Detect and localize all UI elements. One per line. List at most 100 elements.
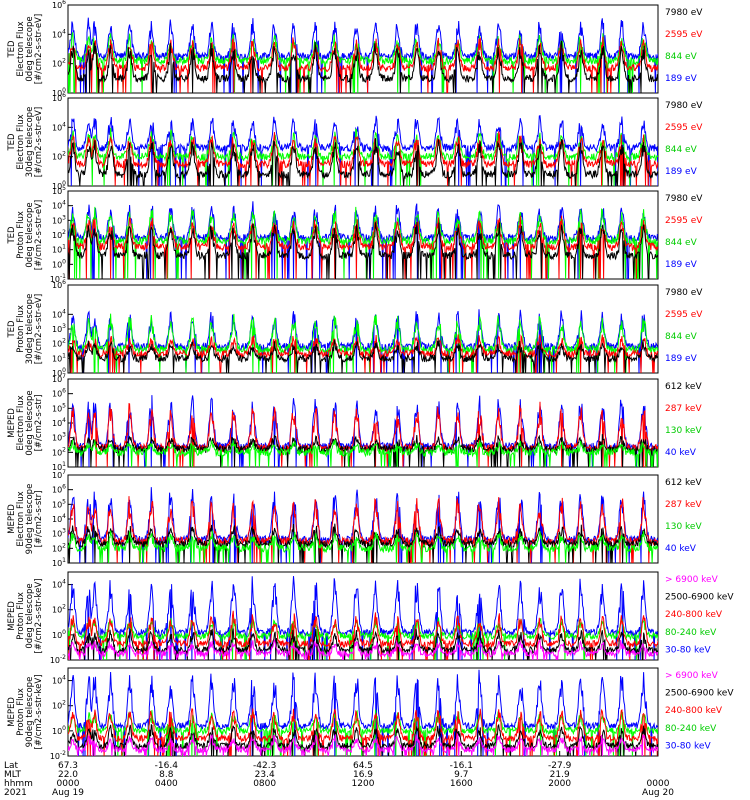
y-axis-label-line: 90deg telescope — [25, 484, 35, 555]
legend-entry: 844 eV — [665, 332, 698, 342]
y-tick-label: 104 — [52, 28, 66, 39]
legend-entry: 7980 eV — [665, 194, 703, 204]
y-axis-label-line: MEPED — [7, 408, 17, 438]
y-axis-label-line: [#/cm2-s-str-keV] — [34, 579, 44, 654]
y-axis-label: MEPED Electron Flux 90deg telescope [#/cm2-… — [7, 484, 44, 555]
x-tick-label: 64.5 — [353, 761, 373, 771]
series-line-240-800-kev — [68, 610, 658, 660]
y-tick-label: 107 — [52, 373, 66, 384]
series-line-189-ev — [68, 309, 658, 373]
legend-entry: 40 keV — [665, 448, 697, 458]
x-tick-label: 21.9 — [550, 770, 570, 780]
y-axis-label-line: MEPED — [7, 697, 17, 727]
legend-entry: 287 keV — [665, 500, 702, 510]
panel-meped-proton-0deg: 104 102 100 10-2 MEPED Proton Flux 0deg telesc… — [7, 571, 734, 665]
series-line-2500-6900-kev — [68, 723, 658, 756]
y-tick-label: 106 — [52, 484, 66, 495]
legend-entry: 30-80 keV — [665, 741, 711, 751]
series-group — [68, 395, 658, 467]
legend-entry: 844 eV — [665, 145, 698, 155]
y-tick-label: 100 — [52, 629, 66, 640]
y-axis-label-line: 0deg telescope — [25, 583, 35, 648]
y-axis-label-line: 0deg telescope — [25, 202, 35, 267]
legend-entry: 80-240 keV — [665, 724, 717, 734]
series-line-2595-ev — [68, 215, 658, 279]
y-tick-label: 103 — [52, 432, 66, 443]
y-axis-label-line: Proton Flux — [16, 211, 26, 259]
series-group — [68, 669, 658, 756]
x-row-label: 2021 — [4, 788, 27, 798]
series-line-7980-ev — [68, 40, 658, 93]
panel-meped-electron-0deg: 107 106 105 104 103 102 101 MEPED Electron Flux 0… — [7, 373, 702, 472]
series-line-130-kev — [68, 439, 658, 467]
y-tick-label: 10-2 — [50, 750, 66, 761]
y-axis-label-line: TED — [7, 320, 17, 339]
y-tick-label: 104 — [52, 121, 66, 132]
y-axis-label-line: 0deg telescope — [25, 390, 35, 455]
y-axis-label-line: [#/cm2-s-str-eV] — [34, 200, 44, 270]
y-tick-label: 102 — [52, 58, 66, 69]
x-tick-label: 1200 — [352, 779, 375, 789]
y-axis-label-line: [#/cm2-s-str] — [34, 491, 44, 548]
x-tick-label: Aug 20 — [642, 788, 674, 798]
y-axis-label-line: [#/cm2-s-str] — [34, 395, 44, 452]
y-axis-label-line: Electron Flux — [16, 395, 26, 450]
legend-entry: 2500-6900 keV — [665, 689, 734, 699]
y-axis-label-line: Electron Flux — [16, 491, 26, 546]
y-tick-label: 101 — [52, 352, 66, 363]
y-tick-label: 104 — [52, 417, 66, 428]
x-tick-label: 0000 — [57, 779, 80, 789]
y-axis-label-line: [#/cm2-s-str-eV] — [34, 294, 44, 364]
x-tick-label: 22.0 — [58, 770, 78, 780]
legend-entry: > 6900 keV — [665, 575, 719, 585]
x-tick-label: -27.9 — [548, 761, 572, 771]
y-tick-label: 10-1 — [50, 273, 66, 284]
series-group — [68, 17, 658, 93]
y-tick-label: 105 — [52, 185, 66, 196]
y-axis-label-line: [#/cm2-s-str-eV] — [34, 14, 44, 84]
series-line-189-ev — [68, 201, 658, 279]
series-line-844-ev — [68, 313, 658, 373]
series-line-7980-ev — [68, 138, 658, 186]
y-tick-label: 104 — [52, 675, 66, 686]
legend-entry: 189 eV — [665, 260, 698, 270]
y-tick-label: 107 — [52, 469, 66, 480]
legend-entry: 612 keV — [665, 478, 702, 488]
panel-frame — [67, 571, 659, 661]
y-tick-label: 101 — [52, 461, 66, 472]
x-tick-label: -16.4 — [155, 761, 179, 771]
legend-entry: 7980 eV — [665, 101, 703, 111]
series-line-80-240-kev — [68, 617, 658, 660]
y-tick-label: 102 — [52, 446, 66, 457]
legend-entry: 30-80 keV — [665, 645, 711, 655]
series-group — [68, 576, 658, 660]
legend-entry: 2500-6900 keV — [665, 593, 734, 603]
y-tick-label: 106 — [52, 92, 66, 103]
y-tick-label: 100 — [52, 87, 66, 98]
y-tick-label: 102 — [52, 542, 66, 553]
y-tick-label: 102 — [52, 229, 66, 240]
y-axis-label: TED Proton Flux 30deg telescope [#/cm2-s-st… — [7, 294, 44, 365]
series-line-7980-ev — [68, 221, 658, 279]
y-tick-label: 103 — [52, 323, 66, 334]
series-line-189-ev — [68, 114, 658, 186]
series-line-612-kev — [68, 523, 658, 563]
legend-entry: 7980 eV — [665, 8, 703, 18]
x-tick-label: 23.4 — [255, 770, 275, 780]
legend-entry: 40 keV — [665, 544, 697, 554]
y-axis-label-line: 30deg telescope — [25, 294, 35, 365]
panel-meped-proton-90deg: 104 102 100 10-2 MEPED Proton Flux 90deg teles… — [7, 667, 734, 761]
x-tick-label: 67.3 — [58, 761, 78, 771]
legend-entry: 844 eV — [665, 52, 698, 62]
x-tick-label: 16.9 — [353, 770, 373, 780]
y-axis-label: MEPED Proton Flux 90deg telescope [#/cm2-s-… — [7, 675, 44, 750]
x-tick-label: 8.8 — [159, 770, 174, 780]
series-line-2595-ev — [68, 334, 658, 373]
series-line-7980-ev — [68, 339, 658, 373]
y-axis-label-line: Proton Flux — [16, 305, 26, 353]
panel-ted-proton-30deg: 106 104 103 102 101 100 TED Proton Flux 30deg te… — [7, 279, 703, 378]
y-axis-label-line: 30deg telescope — [25, 107, 35, 178]
